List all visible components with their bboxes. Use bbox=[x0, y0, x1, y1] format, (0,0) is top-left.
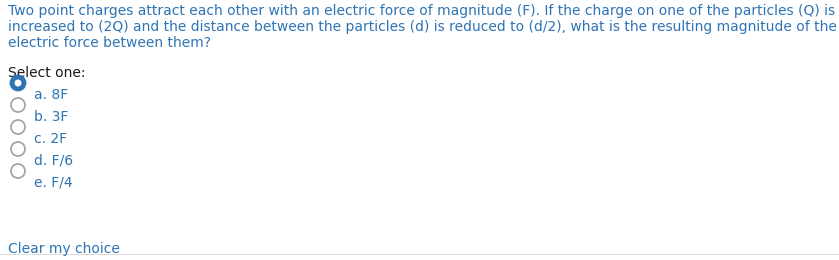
Text: electric force between them?: electric force between them? bbox=[8, 36, 211, 50]
Text: c. 2F: c. 2F bbox=[34, 132, 67, 146]
Text: Two point charges attract each other with an electric force of magnitude (F). If: Two point charges attract each other wit… bbox=[8, 4, 835, 18]
Text: Clear my choice: Clear my choice bbox=[8, 242, 120, 256]
Text: a. 8F: a. 8F bbox=[34, 88, 68, 102]
Text: increased to (2Q) and the distance between the particles (d) is reduced to (d/2): increased to (2Q) and the distance betwe… bbox=[8, 20, 836, 34]
Circle shape bbox=[14, 80, 22, 87]
Text: Select one:: Select one: bbox=[8, 66, 86, 80]
Circle shape bbox=[11, 98, 25, 112]
Text: b. 3F: b. 3F bbox=[34, 110, 68, 124]
Circle shape bbox=[11, 142, 25, 156]
Circle shape bbox=[11, 76, 25, 90]
Circle shape bbox=[11, 120, 25, 134]
Circle shape bbox=[11, 164, 25, 178]
Text: d. F/6: d. F/6 bbox=[34, 154, 73, 168]
Text: e. F/4: e. F/4 bbox=[34, 176, 73, 190]
